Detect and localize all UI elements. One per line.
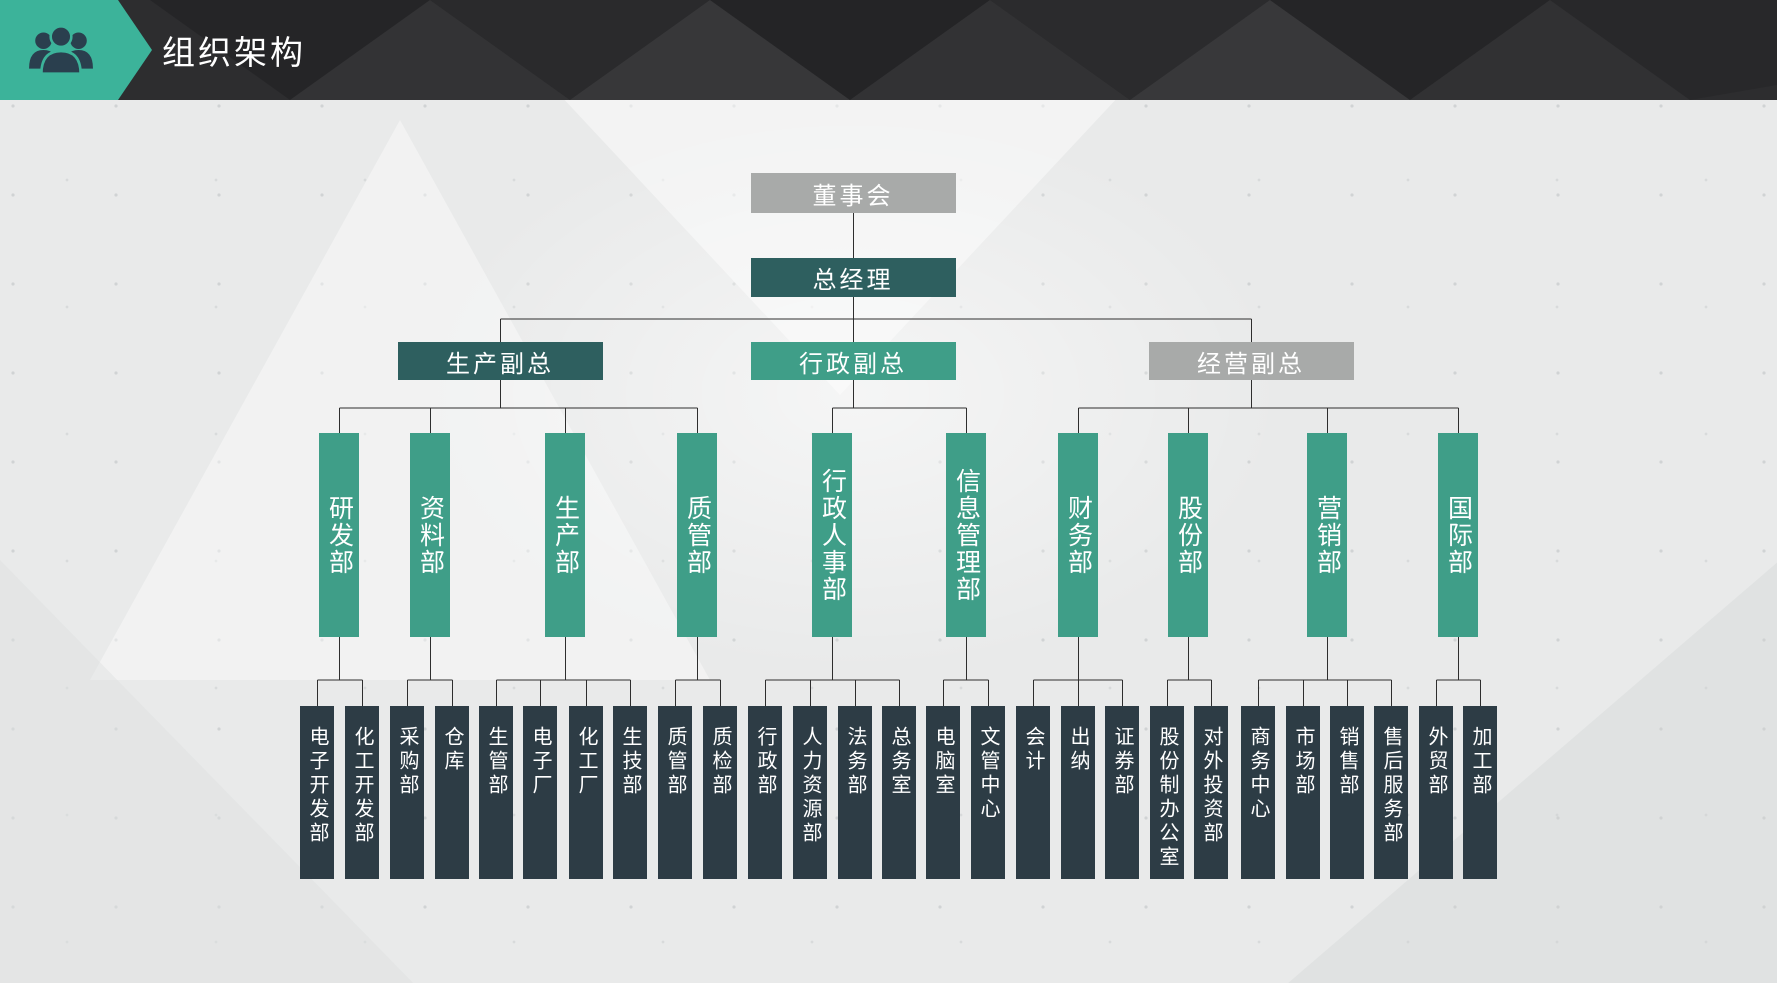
org-node-label: 信息管理部 bbox=[952, 467, 981, 603]
org-node-label: 股份制办公室 bbox=[1156, 726, 1178, 870]
org-node-label: 总务室 bbox=[888, 726, 910, 798]
org-node-label: 财务部 bbox=[1064, 494, 1093, 576]
org-node-label: 营销部 bbox=[1313, 494, 1342, 576]
org-node: 财务部 bbox=[1058, 433, 1098, 637]
org-node-label: 生产副总 bbox=[446, 350, 554, 378]
org-node: 人力资源部 bbox=[793, 706, 827, 879]
org-node-label: 加工部 bbox=[1469, 726, 1491, 798]
org-node: 董事会 bbox=[750, 173, 956, 213]
org-node: 商务中心 bbox=[1241, 706, 1275, 879]
org-node-label: 仓库 bbox=[441, 726, 463, 774]
org-node: 股份部 bbox=[1168, 433, 1208, 637]
page-title: 组织架构 bbox=[162, 34, 306, 71]
org-node-label: 国际部 bbox=[1444, 494, 1473, 576]
org-node: 法务部 bbox=[838, 706, 872, 879]
org-node: 行政副总 bbox=[750, 342, 956, 380]
org-node-label: 行政副总 bbox=[799, 350, 907, 378]
org-node: 电子厂 bbox=[523, 706, 557, 879]
org-node: 质检部 bbox=[703, 706, 737, 879]
org-node: 行政人事部 bbox=[812, 433, 852, 637]
org-node-label: 质管部 bbox=[664, 726, 686, 798]
org-node-label: 出纳 bbox=[1067, 726, 1089, 774]
org-node-label: 行政部 bbox=[754, 726, 776, 798]
org-node: 证券部 bbox=[1105, 706, 1139, 879]
org-node: 资料部 bbox=[410, 433, 450, 637]
header-accent-arrow bbox=[0, 0, 152, 100]
org-node: 对外投资部 bbox=[1194, 706, 1228, 879]
org-node: 外贸部 bbox=[1419, 706, 1453, 879]
org-node-label: 法务部 bbox=[844, 726, 866, 798]
org-node-label: 文管中心 bbox=[977, 726, 999, 822]
org-node-label: 商务中心 bbox=[1247, 726, 1269, 822]
org-node: 质管部 bbox=[658, 706, 692, 879]
org-node: 采购部 bbox=[390, 706, 424, 879]
org-node: 生产副总 bbox=[397, 342, 603, 380]
org-node: 电脑室 bbox=[926, 706, 960, 879]
org-node-label: 售后服务部 bbox=[1380, 726, 1402, 846]
org-node-label: 对外投资部 bbox=[1200, 726, 1222, 846]
org-node-label: 电子开发部 bbox=[306, 726, 328, 846]
org-node-label: 会计 bbox=[1022, 726, 1044, 774]
org-node-label: 电脑室 bbox=[932, 726, 954, 798]
org-node: 销售部 bbox=[1330, 706, 1364, 879]
org-node-label: 质检部 bbox=[709, 726, 731, 798]
org-node-label: 电子厂 bbox=[529, 726, 551, 798]
org-node-label: 生技部 bbox=[619, 726, 641, 798]
org-node: 经营副总 bbox=[1148, 342, 1354, 380]
org-node-label: 外贸部 bbox=[1425, 726, 1447, 798]
org-node-label: 总经理 bbox=[812, 267, 894, 294]
org-node: 化工开发部 bbox=[345, 706, 379, 879]
org-node-label: 销售部 bbox=[1336, 726, 1358, 798]
slide-header: 组织架构 bbox=[0, 0, 1777, 100]
org-node: 国际部 bbox=[1438, 433, 1478, 637]
org-node: 生产部 bbox=[545, 433, 585, 637]
org-node: 总务室 bbox=[882, 706, 916, 879]
org-node: 加工部 bbox=[1463, 706, 1497, 879]
org-node: 文管中心 bbox=[971, 706, 1005, 879]
org-node: 营销部 bbox=[1307, 433, 1347, 637]
org-node: 股份制办公室 bbox=[1150, 706, 1184, 879]
org-node-label: 行政人事部 bbox=[818, 467, 847, 603]
org-node-label: 人力资源部 bbox=[799, 726, 821, 846]
org-node: 总经理 bbox=[750, 258, 956, 297]
org-node-label: 股份部 bbox=[1174, 494, 1203, 576]
org-node: 出纳 bbox=[1061, 706, 1095, 879]
org-node-label: 证券部 bbox=[1111, 726, 1133, 798]
org-node-label: 化工厂 bbox=[575, 726, 597, 798]
org-node: 会计 bbox=[1016, 706, 1050, 879]
group-people-icon bbox=[29, 24, 93, 76]
org-node-label: 董事会 bbox=[812, 182, 894, 210]
org-node-label: 研发部 bbox=[325, 494, 354, 576]
org-node-label: 生管部 bbox=[485, 726, 507, 798]
org-node-label: 化工开发部 bbox=[351, 726, 373, 846]
org-node-label: 经营副总 bbox=[1197, 350, 1305, 378]
org-node: 行政部 bbox=[748, 706, 782, 879]
org-node-label: 采购部 bbox=[396, 726, 418, 798]
org-node: 生管部 bbox=[479, 706, 513, 879]
org-node: 市场部 bbox=[1286, 706, 1320, 879]
org-node: 电子开发部 bbox=[300, 706, 334, 879]
org-node: 仓库 bbox=[435, 706, 469, 879]
org-node-label: 生产部 bbox=[551, 494, 580, 576]
org-node-label: 市场部 bbox=[1292, 726, 1314, 798]
org-node: 研发部 bbox=[319, 433, 359, 637]
org-node: 信息管理部 bbox=[946, 433, 986, 637]
org-node-label: 资料部 bbox=[416, 494, 445, 576]
org-node-label: 质管部 bbox=[683, 494, 712, 576]
org-node: 售后服务部 bbox=[1374, 706, 1408, 879]
org-node: 质管部 bbox=[677, 433, 717, 637]
org-node: 化工厂 bbox=[569, 706, 603, 879]
header-facet-pattern bbox=[150, 0, 1777, 100]
org-node: 生技部 bbox=[613, 706, 647, 879]
